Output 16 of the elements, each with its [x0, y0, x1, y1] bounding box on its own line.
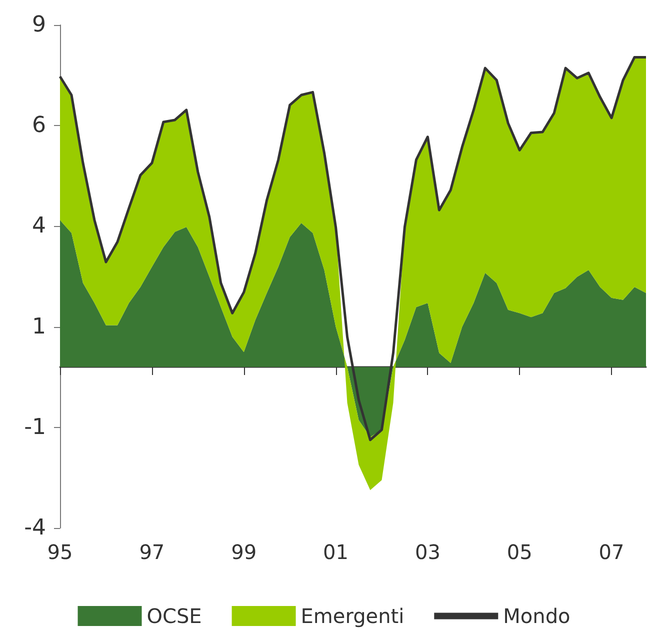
y-tick-label: 1: [32, 314, 46, 340]
x-tick-label: 05: [506, 540, 532, 564]
y-tick-label: -4: [24, 516, 46, 540]
x-tick-label: 03: [414, 540, 440, 564]
y-tick-label: 9: [32, 12, 46, 38]
y-tick-label: 4: [32, 214, 46, 239]
x-tick-label: 97: [139, 540, 165, 564]
x-tick-label: 99: [231, 540, 257, 564]
y-tick-label: -1: [24, 414, 46, 440]
legend-label: Emergenti: [300, 604, 404, 628]
x-tick-label: 01: [323, 540, 348, 564]
legend-label: OCSE: [146, 604, 202, 628]
x-tick-label: 95: [47, 540, 73, 564]
x-tick-label: 07: [598, 540, 624, 564]
legend-label: Mondo: [503, 604, 570, 628]
y-tick-label: 6: [32, 113, 46, 138]
